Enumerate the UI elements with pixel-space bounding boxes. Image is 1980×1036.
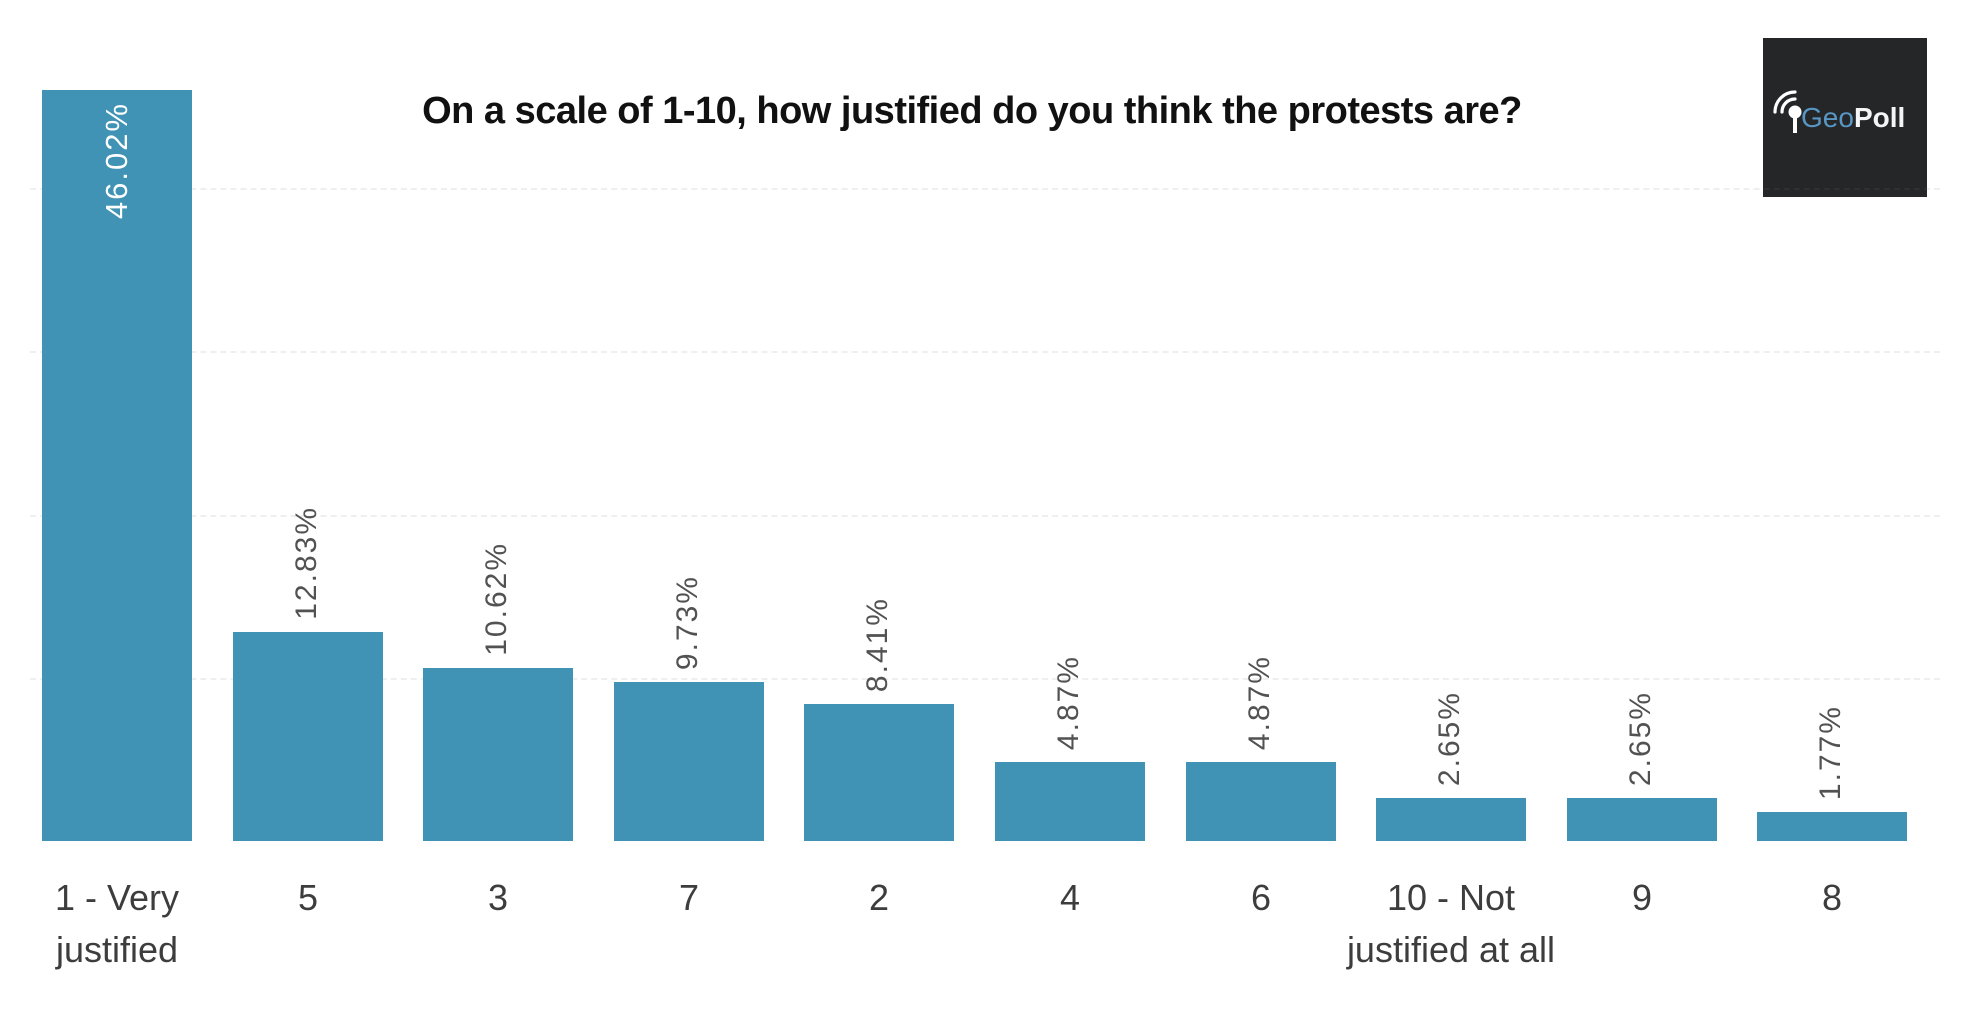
x-axis-label: 10 - Not justified at all [1346, 877, 1556, 971]
x-axis-label: 3 [487, 877, 509, 918]
bar-value-label: 2.65% [1624, 690, 1657, 786]
geopoll-logo: GeoPoll [1763, 38, 1927, 197]
bar-value-label: 46.02% [99, 102, 134, 220]
x-axis-label: 6 [1250, 877, 1272, 918]
geopoll-logo-graphic: GeoPoll [1763, 38, 1927, 197]
bar-value-label: 12.83% [290, 506, 323, 620]
bar [614, 682, 764, 841]
bar [423, 668, 573, 841]
logo-text-poll: Poll [1854, 102, 1905, 133]
chart-title: On a scale of 1-10, how justified do you… [422, 90, 1522, 132]
x-axis-label: 2 [868, 877, 890, 918]
x-axis-label: 7 [678, 877, 700, 918]
bar [995, 762, 1145, 841]
bar-value-label: 1.77% [1814, 704, 1847, 800]
gridline [30, 188, 1940, 190]
bar [233, 632, 383, 841]
bar-value-label: 10.62% [480, 542, 513, 656]
bar [42, 90, 192, 841]
bar-value-label: 4.87% [1243, 654, 1276, 750]
logo-background [1763, 38, 1927, 197]
svg-text:GeoPoll: GeoPoll [1801, 102, 1905, 133]
x-axis-label: 1 - Very justified [54, 877, 180, 971]
bar [1567, 798, 1717, 841]
gridline [30, 515, 1940, 517]
x-axis-label: 9 [1631, 877, 1653, 918]
bar-value-label: 2.65% [1433, 690, 1466, 786]
bar-value-label: 8.41% [861, 596, 894, 692]
x-axis-label: 4 [1059, 877, 1081, 918]
gridline [30, 678, 1940, 680]
signal-pin-icon [1773, 90, 1802, 133]
x-axis-label: 5 [297, 877, 319, 918]
bar [1376, 798, 1526, 841]
bar [1186, 762, 1336, 841]
x-axis-label: 8 [1821, 877, 1843, 918]
logo-text-geo: Geo [1801, 102, 1854, 133]
bar-value-label: 9.73% [671, 574, 704, 670]
bar [1757, 812, 1907, 841]
gridline [30, 351, 1940, 353]
bar [804, 704, 954, 841]
bar-value-label: 4.87% [1052, 654, 1085, 750]
